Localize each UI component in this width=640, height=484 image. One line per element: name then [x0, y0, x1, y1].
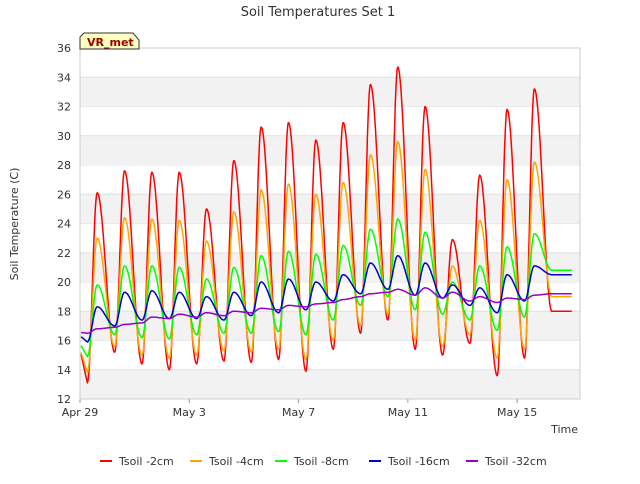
y-axis-label: Soil Temperature (C): [8, 168, 21, 281]
y-tick-label: 32: [57, 101, 71, 114]
x-tick-label: May 7: [282, 406, 315, 419]
chart-title: Soil Temperatures Set 1: [241, 5, 396, 20]
y-tick-label: 20: [57, 276, 71, 289]
y-tick-label: 22: [57, 247, 71, 260]
x-tick-label: May 11: [388, 406, 428, 419]
y-tick-label: 16: [57, 335, 71, 348]
x-axis-label: Time: [550, 423, 578, 436]
legend-label: Tsoil -2cm: [118, 455, 174, 468]
plot-area-border: [79, 47, 581, 400]
y-axis: 12 14 16 18 20 22 24 26 28 30 32 34 36: [57, 42, 71, 406]
grid-band: [80, 135, 580, 165]
legend-label: Tsoil -16cm: [387, 455, 450, 468]
x-tick-label: Apr 29: [62, 406, 99, 419]
legend-label: Tsoil -8cm: [293, 455, 349, 468]
grid-band: [80, 77, 580, 107]
y-tick-label: 36: [57, 42, 71, 55]
y-tick-label: 24: [57, 218, 71, 231]
legend-label: Tsoil -32cm: [484, 455, 547, 468]
series-line-tsoil-32cm: [80, 287, 572, 334]
grid-band: [80, 369, 580, 399]
badge-label: VR_met: [87, 36, 134, 49]
y-tick-label: 12: [57, 393, 71, 406]
y-tick-label: 30: [57, 130, 71, 143]
y-tick-label: 18: [57, 305, 71, 318]
series-lines: [80, 66, 572, 384]
grid-band: [80, 252, 580, 282]
grid-band: [80, 194, 580, 224]
badge-shape: [79, 32, 140, 50]
x-tick-label: May 15: [497, 406, 537, 419]
legend-label: Tsoil -4cm: [208, 455, 264, 468]
y-tick-label: 26: [57, 188, 71, 201]
legend: Tsoil -2cm Tsoil -4cm Tsoil -8cm Tsoil -16c…: [100, 455, 547, 468]
x-tick-label: May 3: [173, 406, 206, 419]
x-axis: Apr 29 May 3 May 7 May 11 May 15: [62, 399, 537, 419]
y-tick-label: 34: [57, 71, 71, 84]
station-badge: VR_met: [79, 32, 140, 50]
y-tick-label: 28: [57, 159, 71, 172]
y-tick-label: 14: [57, 364, 71, 377]
grid-bands: [80, 47, 580, 399]
